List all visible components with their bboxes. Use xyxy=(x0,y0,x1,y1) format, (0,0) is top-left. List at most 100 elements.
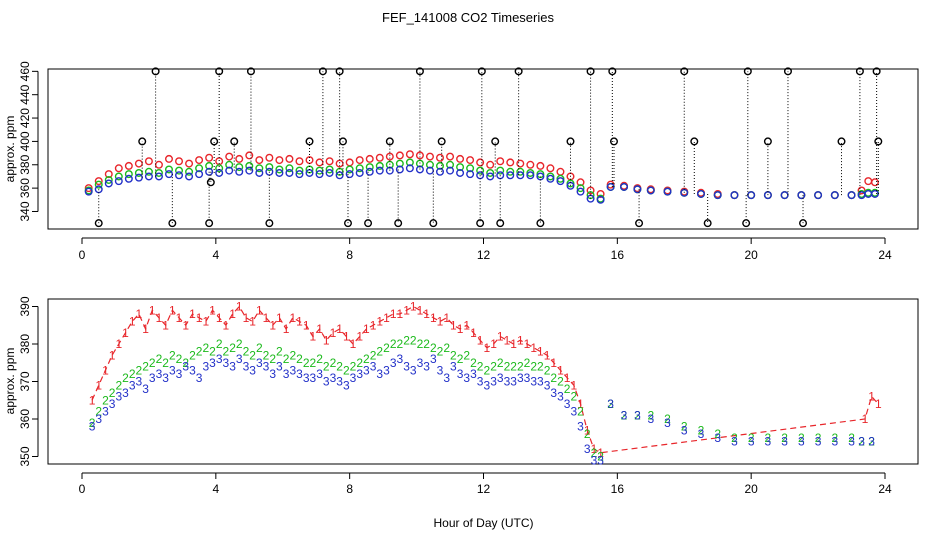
data-point xyxy=(763,137,772,146)
data-point: 1 xyxy=(862,412,869,426)
data-point: 2 xyxy=(102,393,109,407)
data-point xyxy=(365,167,374,176)
data-point xyxy=(556,177,565,186)
y-tick-label: 420 xyxy=(18,108,32,128)
x-tick-label: 16 xyxy=(611,248,625,262)
data-point: 2 xyxy=(564,382,571,396)
data-point: 2 xyxy=(296,352,303,366)
data-point xyxy=(713,191,722,200)
data-point: 3 xyxy=(664,416,671,430)
data-point: 2 xyxy=(815,431,822,445)
data-point xyxy=(235,154,244,163)
data-point xyxy=(437,137,446,146)
data-point xyxy=(210,137,219,146)
data-point: 2 xyxy=(664,412,671,426)
data-point xyxy=(285,164,294,173)
data-point xyxy=(646,186,655,195)
data-point xyxy=(375,153,384,162)
data-point xyxy=(235,163,244,172)
data-point: 1 xyxy=(490,337,497,351)
data-point: 1 xyxy=(209,303,216,317)
data-point: 1 xyxy=(89,393,96,407)
data-point: 2 xyxy=(497,356,504,370)
data-point: 2 xyxy=(283,352,290,366)
data-point: 2 xyxy=(249,348,256,362)
data-point xyxy=(94,177,103,186)
data-point xyxy=(429,219,438,228)
data-point: 3 xyxy=(182,360,189,374)
data-point: 1 xyxy=(269,318,276,332)
data-point: 2 xyxy=(122,371,129,385)
data-point xyxy=(635,219,644,228)
data-point xyxy=(830,191,839,200)
data-point xyxy=(476,158,485,167)
data-point xyxy=(318,67,327,76)
data-point: 1 xyxy=(570,378,577,392)
data-point: 2 xyxy=(544,363,551,377)
data-point xyxy=(225,152,234,161)
data-point: 3 xyxy=(223,356,230,370)
data-point xyxy=(104,170,113,179)
data-point xyxy=(456,168,465,177)
data-point: 1 xyxy=(176,311,183,325)
data-point: 1 xyxy=(437,315,444,329)
x-tick-label: 20 xyxy=(744,248,758,262)
data-point: 1 xyxy=(450,318,457,332)
data-point: 3 xyxy=(647,412,654,426)
data-point: 2 xyxy=(681,420,688,434)
data-point xyxy=(325,165,334,174)
data-point: 1 xyxy=(497,330,504,344)
data-point: 1 xyxy=(223,318,230,332)
data-point: 2 xyxy=(450,348,457,362)
data-point: 3 xyxy=(868,435,875,449)
data-point: 1 xyxy=(875,397,882,411)
data-point: 3 xyxy=(591,453,598,467)
data-point: 2 xyxy=(477,360,484,374)
data-point: 2 xyxy=(848,431,855,445)
data-point: 2 xyxy=(356,356,363,370)
data-point xyxy=(783,67,792,76)
data-point xyxy=(134,173,143,182)
data-point: 3 xyxy=(330,371,337,385)
data-point xyxy=(215,164,224,173)
data-point: 1 xyxy=(577,397,584,411)
data-point xyxy=(394,219,403,228)
data-point: 2 xyxy=(182,356,189,370)
data-point xyxy=(168,219,177,228)
data-point xyxy=(506,171,515,180)
data-point: 3 xyxy=(681,423,688,437)
data-point: 1 xyxy=(410,300,417,314)
data-point: 1 xyxy=(95,378,102,392)
data-point xyxy=(124,161,133,170)
data-point xyxy=(295,157,304,166)
data-point: 3 xyxy=(336,375,343,389)
data-point: 3 xyxy=(550,386,557,400)
data-point xyxy=(335,67,344,76)
data-point xyxy=(94,219,103,228)
data-point xyxy=(526,168,535,177)
data-point: 2 xyxy=(162,356,169,370)
data-point: 3 xyxy=(437,363,444,377)
data-point xyxy=(456,163,465,172)
data-point: 3 xyxy=(142,382,149,396)
data-point: 2 xyxy=(323,360,330,374)
data-point xyxy=(104,175,113,184)
data-point: 3 xyxy=(323,375,330,389)
data-point xyxy=(872,67,881,76)
data-point xyxy=(855,67,864,76)
data-point xyxy=(596,189,605,198)
data-point: 1 xyxy=(323,333,330,347)
data-point xyxy=(385,152,394,161)
series-line-3 xyxy=(84,164,879,204)
data-point: 2 xyxy=(714,427,721,441)
data-point: 3 xyxy=(283,367,290,381)
data-point: 3 xyxy=(169,363,176,377)
data-point: 3 xyxy=(634,408,641,422)
data-point: 1 xyxy=(443,311,450,325)
data-point xyxy=(476,166,485,175)
data-point xyxy=(516,167,525,176)
y-tick-label: 360 xyxy=(18,409,32,429)
data-point xyxy=(164,165,173,174)
data-point: 1 xyxy=(303,318,310,332)
data-point xyxy=(516,159,525,168)
